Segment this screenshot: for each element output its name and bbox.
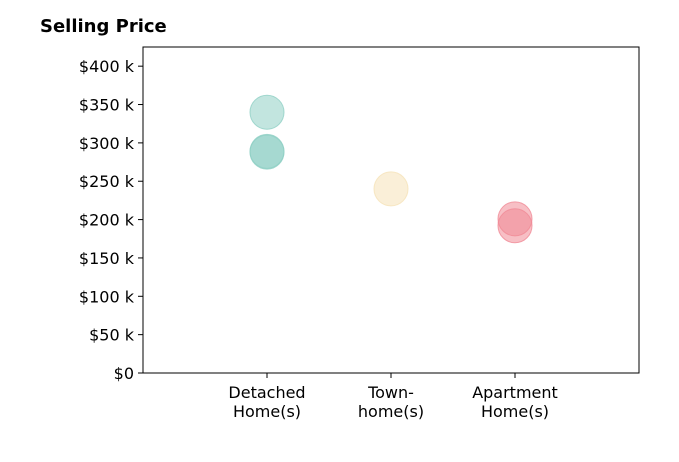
data-points <box>249 94 533 244</box>
x-tick-label: Detached <box>228 383 305 402</box>
data-point <box>497 208 533 244</box>
x-tick-label: home(s) <box>358 402 424 421</box>
x-tick-label: Home(s) <box>233 402 301 421</box>
y-tick-label: $100 k <box>79 287 135 306</box>
y-tick-label: $350 k <box>79 96 135 115</box>
y-tick-label: $50 k <box>89 326 135 345</box>
x-tick-label: Home(s) <box>481 402 549 421</box>
chart-title: Selling Price <box>40 16 167 37</box>
y-tick-label: $300 k <box>79 134 135 153</box>
x-tick-label: Apartment <box>472 383 558 402</box>
y-axis: $0 $50 k $100 k $150 k $200 k $250 k $300 k $35… <box>79 57 143 383</box>
plot-frame <box>142 46 640 374</box>
x-axis: DetachedHome(s)Town-home(s)ApartmentHome… <box>228 373 558 421</box>
y-tick-label: $200 k <box>79 211 135 230</box>
data-point <box>249 134 285 170</box>
data-point <box>249 94 285 130</box>
x-tick-label: Town- <box>367 383 414 402</box>
y-tick-label: $150 k <box>79 249 135 268</box>
data-point <box>373 171 409 207</box>
y-tick-label: $0 <box>114 364 134 383</box>
y-tick-label: $400 k <box>79 57 135 76</box>
y-tick-label: $250 k <box>79 172 135 191</box>
